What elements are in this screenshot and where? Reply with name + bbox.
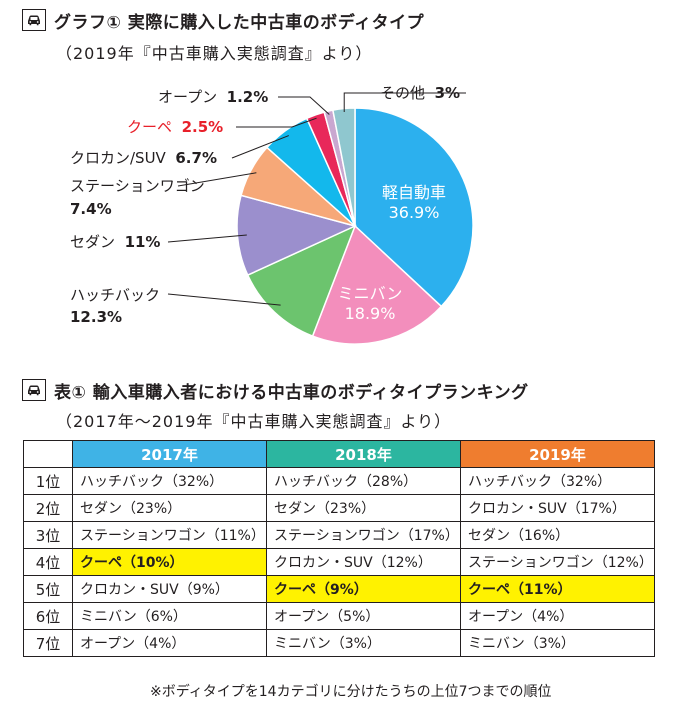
table-cell: ハッチバック（32%） [460, 467, 655, 495]
leader-line-coupe [236, 117, 317, 128]
label-sedan: セダン 11% [70, 233, 161, 251]
label-coupe: クーペ 2.5% [127, 118, 224, 136]
table-row: 3位 ステーションワゴン（11%） ステーションワゴン（17%） セダン（16%… [23, 521, 655, 549]
col-2017: 2017年 [72, 440, 267, 468]
table-cell: ミニバン（3%） [460, 629, 655, 657]
table-cell: セダン（23%） [266, 494, 461, 522]
graph-source: （2019年『中古車購入実態調査』より） [56, 44, 373, 63]
table-cell: ステーションワゴン（12%） [460, 548, 655, 576]
label-hatchback: ハッチバック [70, 286, 161, 304]
table-row: 6位 ミニバン（6%） オープン（5%） オープン（4%） [23, 602, 655, 630]
leader-line-open [278, 96, 330, 115]
table-cell: セダン（16%） [460, 521, 655, 549]
table-row: 2位 セダン（23%） セダン（23%） クロカン・SUV（17%） [23, 494, 655, 522]
table-cell: ステーションワゴン（17%） [266, 521, 461, 549]
table-cell: ハッチバック（28%） [266, 467, 461, 495]
car-icon [22, 9, 46, 31]
table-cell: ステーションワゴン（11%） [72, 521, 267, 549]
footnote: ※ボディタイプを14カテゴリに分けたうちの上位7つまでの順位 [150, 684, 552, 700]
table-cell: オープン（4%） [72, 629, 267, 657]
leader-line-suv [231, 135, 289, 159]
leader-line-sedan [167, 234, 247, 243]
table-cell-highlight: クーペ（9%） [266, 575, 461, 603]
label-open: オープン 1.2% [158, 88, 269, 106]
table-row: 5位 クロカン・SUV（9%） クーペ（9%） クーペ（11%） [23, 575, 655, 603]
label-wagon: ステーションワゴン [70, 177, 205, 195]
table-row: 4位 クーペ（10%） クロカン・SUV（12%） ステーションワゴン（12%） [23, 548, 655, 576]
table-header-row: 2017年 2018年 2019年 [23, 440, 655, 468]
car-icon [22, 379, 46, 401]
pie-slice-1 [311, 224, 443, 345]
leader-line-wagon [177, 172, 257, 187]
corner-cell [23, 440, 73, 468]
label-hatchback-value: 12.3% [70, 308, 123, 326]
leader-line-hatchback [167, 293, 281, 306]
table-cell: セダン（23%） [72, 494, 267, 522]
table-cell-highlight: クーペ（10%） [72, 548, 267, 576]
ranking-table: 2017年 2018年 2019年 1位 ハッチバック（32%） ハッチバック（… [23, 440, 655, 657]
pie-chart [167, 92, 474, 345]
table-cell: クロカン・SUV（17%） [460, 494, 655, 522]
rank-cell: 7位 [23, 629, 73, 657]
table-cell-highlight: クーペ（11%） [460, 575, 655, 603]
table-row: 1位 ハッチバック（32%） ハッチバック（28%） ハッチバック（32%） [23, 467, 655, 495]
pie-slice-2 [246, 224, 357, 338]
graph-title: グラフ① 実際に購入した中古車のボディタイプ [54, 12, 425, 33]
leader-line-sonota [343, 92, 466, 113]
rank-cell: 3位 [23, 521, 73, 549]
table-title: 表① 輸入車購入者における中古車のボディタイプランキング [54, 382, 529, 403]
pie-slice-0 [354, 107, 474, 308]
label-sonota: その他 3% [380, 84, 461, 102]
label-wagon-value: 7.4% [70, 200, 112, 218]
table-header: 表① 輸入車購入者における中古車のボディタイプランキング [22, 378, 529, 403]
table-cell: クロカン・SUV（9%） [72, 575, 267, 603]
label-kei: 軽自動車 36.9% [381, 183, 446, 222]
col-2018: 2018年 [266, 440, 461, 468]
table-cell: ミニバン（6%） [72, 602, 267, 630]
col-2019: 2019年 [460, 440, 655, 468]
table-cell: オープン（4%） [460, 602, 655, 630]
table-source: （2017年～2019年『中古車購入実態調査』より） [56, 412, 452, 431]
table-cell: ミニバン（3%） [266, 629, 461, 657]
table-row: 7位 オープン（4%） ミニバン（3%） ミニバン（3%） [23, 629, 655, 657]
table-cell: ハッチバック（32%） [72, 467, 267, 495]
rank-cell: 4位 [23, 548, 73, 576]
rank-cell: 6位 [23, 602, 73, 630]
rank-cell: 1位 [23, 467, 73, 495]
table-cell: クロカン・SUV（12%） [266, 548, 461, 576]
label-minivan: ミニバン 18.9% [337, 284, 403, 323]
rank-cell: 2位 [23, 494, 73, 522]
label-suv: クロカン/SUV 6.7% [70, 149, 217, 167]
table-cell: オープン（5%） [266, 602, 461, 630]
rank-cell: 5位 [23, 575, 73, 603]
graph-header: グラフ① 実際に購入した中古車のボディタイプ [22, 8, 425, 33]
